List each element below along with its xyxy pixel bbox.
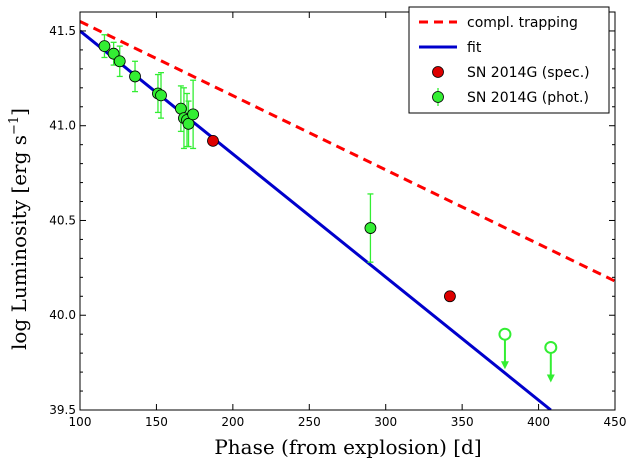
phot-point — [187, 108, 200, 121]
y-axis-title: log Luminosity [erg s−1] — [7, 108, 31, 350]
phot-point — [182, 117, 195, 130]
y-tick-label: 39.5 — [49, 403, 76, 417]
phot-point — [364, 222, 377, 234]
upper-limit-point — [544, 340, 558, 354]
y-axis-title-close: ] — [7, 108, 31, 116]
upper-limit-point — [498, 327, 512, 341]
legend-label: SN 2014G (spec.) — [467, 65, 590, 81]
x-tick-label: 200 — [221, 415, 244, 429]
y-tick-label: 40.0 — [49, 308, 76, 322]
x-axis-title: Phase (from explosion) [d] — [214, 435, 481, 459]
legend-label: compl. trapping — [467, 15, 578, 31]
x-tick-label: 400 — [527, 415, 550, 429]
x-tick-label: 300 — [374, 415, 397, 429]
x-tick-label: 250 — [298, 415, 321, 429]
x-tick-label: 150 — [145, 415, 168, 429]
axes: 100 150 200 250 300 350 400 450 39.5 40.0 40.5 41.0… — [49, 11, 627, 429]
y-tick-label: 41.5 — [49, 24, 76, 38]
upper-limit-arrowhead — [546, 374, 555, 383]
phot-point — [98, 40, 111, 53]
legend-swatch-spec — [432, 66, 444, 78]
plot-frame — [79, 11, 616, 411]
x-tick-label: 100 — [69, 415, 92, 429]
y-tick-label: 41.0 — [49, 119, 76, 133]
plot-series — [80, 20, 615, 410]
x-tick-label: 450 — [604, 415, 627, 429]
plot-area — [80, 20, 615, 410]
phot-point — [113, 55, 126, 68]
phot-point — [155, 89, 167, 102]
legend: compl. trapping fit SN 2014G (spec.) SN 201… — [408, 6, 610, 114]
spec-point — [444, 290, 456, 303]
y-axis-title-main: log Luminosity [erg s — [7, 135, 31, 350]
trapping-line — [80, 20, 615, 283]
legend-swatch-phot — [432, 91, 444, 103]
phot-point — [129, 70, 141, 83]
legend-label: SN 2014G (phot.) — [467, 90, 589, 106]
upper-limit-arrowhead — [500, 361, 509, 370]
x-tick-label: 350 — [451, 415, 474, 429]
y-axis-title-sup: −1 — [7, 116, 22, 135]
spec-point — [207, 134, 219, 147]
legend-label: fit — [467, 40, 482, 56]
y-tick-label: 40.5 — [49, 213, 76, 227]
